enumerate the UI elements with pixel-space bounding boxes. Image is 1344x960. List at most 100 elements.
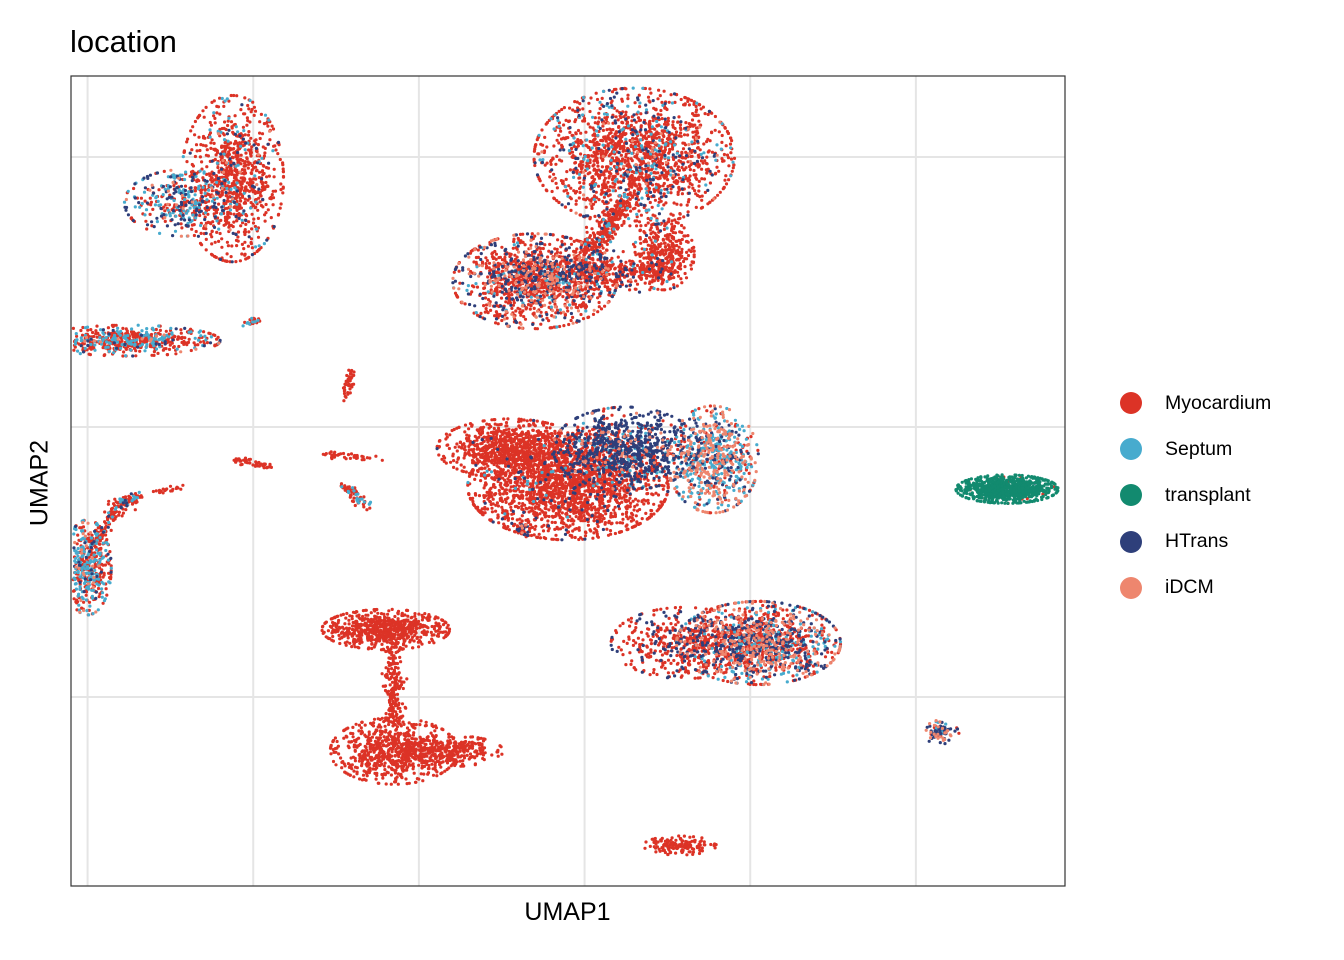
data-point bbox=[593, 121, 597, 125]
data-point bbox=[261, 184, 265, 188]
data-point bbox=[552, 196, 556, 200]
data-point bbox=[588, 528, 592, 532]
data-point bbox=[556, 238, 560, 242]
data-point bbox=[498, 255, 502, 259]
data-point bbox=[560, 159, 564, 163]
data-point bbox=[662, 253, 666, 257]
data-point bbox=[706, 112, 710, 117]
data-point bbox=[533, 527, 537, 531]
data-point bbox=[659, 199, 663, 203]
data-point bbox=[183, 336, 187, 340]
data-point bbox=[463, 302, 467, 306]
data-point bbox=[259, 203, 263, 208]
data-point bbox=[204, 144, 208, 148]
data-point bbox=[539, 322, 543, 326]
data-point bbox=[165, 353, 170, 357]
data-point bbox=[620, 521, 625, 525]
data-point bbox=[574, 132, 578, 136]
data-point bbox=[245, 123, 249, 127]
data-point bbox=[238, 196, 242, 200]
data-point bbox=[106, 326, 110, 330]
data-point bbox=[609, 141, 613, 145]
data-point bbox=[573, 161, 578, 165]
data-point bbox=[594, 91, 598, 95]
data-point bbox=[668, 147, 672, 151]
data-point bbox=[253, 190, 257, 194]
data-point bbox=[687, 185, 691, 189]
data-point bbox=[548, 301, 552, 305]
data-point bbox=[210, 189, 214, 193]
data-point bbox=[157, 188, 161, 192]
data-point bbox=[507, 252, 512, 256]
data-point bbox=[677, 185, 681, 189]
data-point bbox=[592, 177, 597, 181]
data-point bbox=[193, 119, 197, 124]
data-point bbox=[635, 137, 639, 141]
data-point bbox=[638, 171, 642, 176]
data-point bbox=[583, 119, 587, 123]
data-point bbox=[470, 284, 475, 288]
data-point bbox=[682, 226, 686, 230]
data-point bbox=[482, 304, 486, 308]
data-point bbox=[167, 347, 172, 351]
data-point bbox=[667, 134, 671, 138]
data-point bbox=[262, 171, 266, 176]
data-point bbox=[593, 116, 597, 120]
data-point bbox=[489, 308, 493, 312]
data-point bbox=[543, 135, 547, 139]
data-point bbox=[252, 217, 256, 221]
data-point bbox=[592, 531, 596, 535]
data-point bbox=[612, 87, 617, 92]
data-point bbox=[250, 212, 254, 216]
data-point bbox=[689, 267, 694, 271]
data-point bbox=[561, 182, 565, 186]
data-point bbox=[656, 287, 660, 291]
data-point bbox=[729, 136, 733, 140]
data-point bbox=[656, 112, 660, 116]
data-point bbox=[597, 116, 601, 120]
data-point bbox=[633, 287, 637, 291]
data-point bbox=[162, 169, 166, 173]
data-point bbox=[608, 127, 612, 131]
data-point bbox=[484, 266, 488, 270]
data-point bbox=[569, 237, 573, 241]
data-point bbox=[686, 133, 690, 137]
data-point bbox=[694, 133, 698, 137]
data-point bbox=[575, 170, 579, 174]
data-point bbox=[606, 134, 610, 138]
data-point bbox=[643, 154, 647, 158]
data-point bbox=[196, 343, 200, 347]
data-point bbox=[724, 182, 729, 186]
data-point bbox=[557, 200, 561, 204]
data-point bbox=[186, 137, 190, 141]
data-point bbox=[276, 213, 280, 217]
data-point bbox=[634, 140, 638, 144]
data-point bbox=[218, 96, 222, 100]
data-point bbox=[666, 178, 670, 182]
data-point bbox=[642, 502, 646, 506]
data-point bbox=[279, 202, 283, 206]
data-point bbox=[199, 231, 203, 235]
data-point bbox=[530, 232, 534, 236]
data-point bbox=[663, 176, 667, 180]
data-point bbox=[683, 257, 687, 261]
data-point bbox=[218, 231, 222, 236]
data-point bbox=[683, 265, 687, 269]
data-point bbox=[603, 176, 608, 180]
data-point bbox=[606, 180, 610, 184]
data-point bbox=[537, 532, 541, 536]
data-point bbox=[679, 127, 683, 131]
data-point bbox=[493, 485, 497, 489]
data-point bbox=[684, 121, 688, 125]
data-point bbox=[605, 492, 609, 496]
data-point bbox=[694, 104, 698, 109]
data-point bbox=[161, 348, 165, 352]
data-point bbox=[595, 159, 599, 163]
data-point bbox=[627, 187, 631, 191]
data-point bbox=[504, 300, 508, 304]
data-point bbox=[179, 328, 183, 332]
data-point bbox=[194, 143, 199, 147]
data-point bbox=[646, 501, 651, 505]
data-point bbox=[212, 147, 216, 151]
data-point bbox=[591, 126, 595, 130]
